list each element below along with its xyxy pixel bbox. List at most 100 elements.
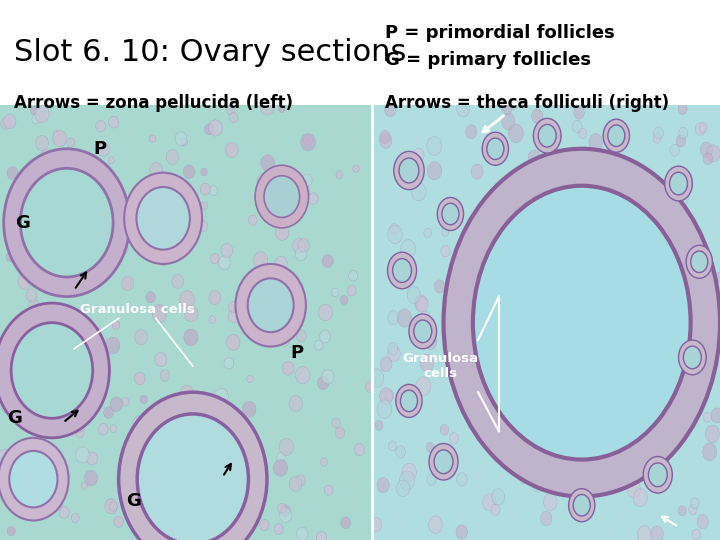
Circle shape xyxy=(180,291,194,308)
Circle shape xyxy=(541,426,552,439)
Circle shape xyxy=(415,295,428,311)
Circle shape xyxy=(449,433,459,444)
Circle shape xyxy=(456,101,469,117)
Circle shape xyxy=(0,449,10,463)
Circle shape xyxy=(62,202,75,217)
Circle shape xyxy=(590,454,598,464)
Circle shape xyxy=(627,481,641,498)
Circle shape xyxy=(676,135,685,147)
Circle shape xyxy=(146,292,156,303)
Circle shape xyxy=(71,376,77,383)
Circle shape xyxy=(229,112,238,123)
Circle shape xyxy=(679,127,688,139)
Circle shape xyxy=(514,351,528,368)
Circle shape xyxy=(456,472,467,486)
Circle shape xyxy=(318,304,333,321)
Circle shape xyxy=(225,453,235,464)
Circle shape xyxy=(508,124,523,143)
Circle shape xyxy=(533,276,542,288)
Circle shape xyxy=(577,228,587,241)
Circle shape xyxy=(557,208,571,226)
Text: Arrows = theca folliculi (right): Arrows = theca folliculi (right) xyxy=(385,94,670,112)
Circle shape xyxy=(456,525,467,539)
Circle shape xyxy=(279,438,294,456)
Circle shape xyxy=(426,442,434,452)
Circle shape xyxy=(692,529,701,540)
Circle shape xyxy=(427,162,441,180)
Circle shape xyxy=(589,133,603,151)
Circle shape xyxy=(224,357,234,369)
Circle shape xyxy=(109,116,119,128)
Circle shape xyxy=(427,474,436,485)
Circle shape xyxy=(503,312,518,329)
Circle shape xyxy=(354,443,365,456)
Circle shape xyxy=(384,102,396,117)
Circle shape xyxy=(46,480,53,487)
Circle shape xyxy=(149,432,156,440)
Circle shape xyxy=(41,150,51,161)
Circle shape xyxy=(135,330,148,345)
Circle shape xyxy=(615,156,629,173)
Circle shape xyxy=(150,197,163,212)
Circle shape xyxy=(532,316,547,336)
Circle shape xyxy=(247,375,253,383)
Text: Granulosa cells: Granulosa cells xyxy=(80,303,194,316)
Circle shape xyxy=(651,526,663,540)
Circle shape xyxy=(493,279,503,291)
Circle shape xyxy=(235,264,306,347)
Circle shape xyxy=(403,397,410,406)
Circle shape xyxy=(35,106,49,123)
Circle shape xyxy=(394,151,424,190)
Circle shape xyxy=(200,183,210,195)
Circle shape xyxy=(632,372,642,383)
Circle shape xyxy=(400,390,418,411)
Circle shape xyxy=(174,453,186,467)
Circle shape xyxy=(651,254,662,268)
Circle shape xyxy=(68,284,79,298)
Circle shape xyxy=(73,211,86,227)
Circle shape xyxy=(622,284,631,295)
Circle shape xyxy=(491,504,500,516)
Circle shape xyxy=(397,309,412,327)
Circle shape xyxy=(479,316,485,325)
Circle shape xyxy=(521,475,528,484)
Circle shape xyxy=(636,405,650,423)
Circle shape xyxy=(86,452,98,465)
Circle shape xyxy=(538,329,552,347)
Circle shape xyxy=(320,458,328,466)
Circle shape xyxy=(248,278,294,332)
Circle shape xyxy=(521,445,534,461)
Circle shape xyxy=(201,168,207,176)
Circle shape xyxy=(678,103,687,114)
Circle shape xyxy=(487,138,504,159)
Circle shape xyxy=(50,416,64,432)
Circle shape xyxy=(320,330,330,343)
Circle shape xyxy=(377,400,392,419)
Circle shape xyxy=(590,220,601,234)
Circle shape xyxy=(671,329,682,343)
Circle shape xyxy=(699,123,707,132)
Circle shape xyxy=(505,329,520,348)
Circle shape xyxy=(637,525,652,540)
Circle shape xyxy=(162,207,174,221)
Circle shape xyxy=(315,340,323,350)
Circle shape xyxy=(4,114,16,129)
Circle shape xyxy=(532,339,542,352)
Circle shape xyxy=(397,480,410,497)
Circle shape xyxy=(508,265,523,282)
Circle shape xyxy=(690,251,708,273)
Circle shape xyxy=(424,334,437,350)
Circle shape xyxy=(616,396,630,415)
Circle shape xyxy=(387,252,417,289)
Circle shape xyxy=(437,198,464,231)
Circle shape xyxy=(209,120,222,136)
Circle shape xyxy=(697,515,708,529)
Circle shape xyxy=(255,165,308,228)
Circle shape xyxy=(242,401,256,417)
Circle shape xyxy=(183,165,195,179)
Circle shape xyxy=(302,174,312,186)
Circle shape xyxy=(160,370,170,381)
Circle shape xyxy=(706,145,720,162)
Circle shape xyxy=(390,224,398,234)
Circle shape xyxy=(67,138,75,147)
